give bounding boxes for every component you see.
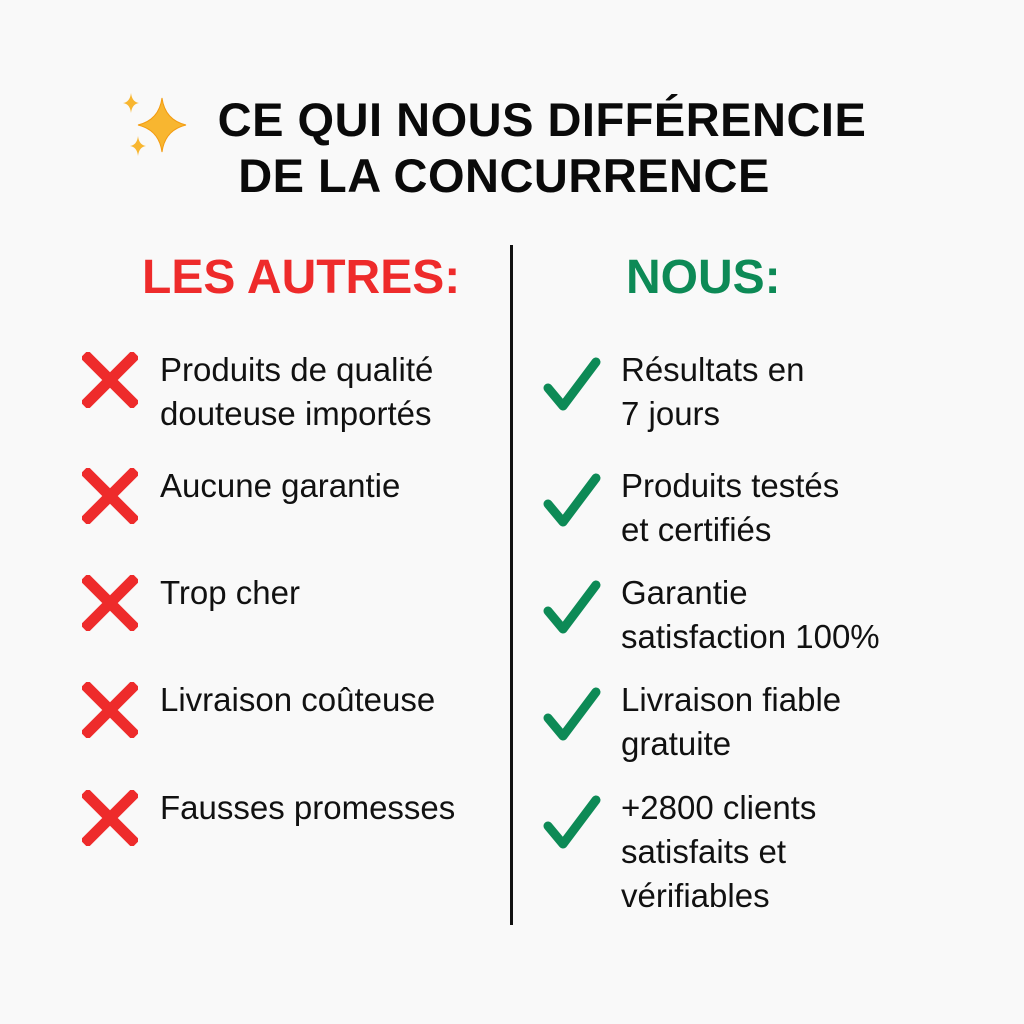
- us-item-text: Garantie satisfaction 100%: [621, 574, 880, 655]
- us-heading: NOUS:: [626, 251, 781, 304]
- check-icon: [543, 687, 601, 741]
- others-item-text: Produits de qualité douteuse importés: [160, 351, 434, 432]
- page-title-line-1: CE QUI NOUS DIFFÉRENCIE: [217, 93, 867, 146]
- us-item-text: Résultats en 7 jours: [621, 351, 805, 432]
- check-icon: [543, 473, 601, 527]
- others-item-text: Aucune garantie: [160, 467, 401, 504]
- check-icon: [543, 580, 601, 634]
- check-icon: [543, 357, 601, 411]
- others-heading: LES AUTRES:: [142, 251, 461, 304]
- cross-icon: [82, 682, 138, 738]
- us-item-text: Livraison fiable gratuite: [621, 681, 842, 762]
- others-item-text: Trop cher: [160, 574, 300, 611]
- cross-icon: [82, 468, 138, 524]
- us-item-text: +2800 clients satisfaits et vérifiables: [621, 789, 817, 914]
- check-icon: [543, 795, 601, 849]
- cross-icon: [82, 790, 138, 846]
- cross-icon: [82, 352, 138, 408]
- others-item-text: Livraison coûteuse: [160, 681, 436, 718]
- cross-icon: [82, 575, 138, 631]
- us-item-text: Produits testés et certifiés: [621, 467, 840, 548]
- column-divider: [510, 245, 513, 925]
- sparkles-icon: [123, 93, 187, 156]
- others-item-text: Fausses promesses: [160, 789, 456, 826]
- page-title-line-2: DE LA CONCURRENCE: [238, 149, 770, 202]
